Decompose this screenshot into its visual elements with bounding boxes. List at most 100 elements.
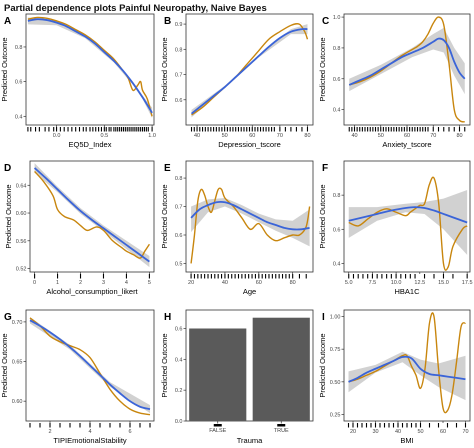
y-tick-label-f: 0.8 xyxy=(333,193,341,199)
x-axis-title-i: BMI xyxy=(400,436,413,445)
y-tick-label-e: 0.5 xyxy=(175,261,183,267)
x-tick-label-a: 0.5 xyxy=(101,133,109,139)
smooth-trend-line-e xyxy=(190,201,310,231)
panel-c: C 0.4 0.6 0.8 1.0 Predicted Outcome 40 50 60 70 80… xyxy=(318,13,471,149)
x-tick-label-i: 40 xyxy=(395,429,401,435)
panel-h: H 0.0 0.2 0.4 0.6 Predicted Outcome FALSE TRUE T… xyxy=(160,309,314,445)
x-tick-label-d: 4 xyxy=(125,280,128,286)
y-tick-label-a: 0.8 xyxy=(15,45,23,51)
partial-dependence-line-e xyxy=(190,187,311,264)
bar-true xyxy=(252,317,310,421)
y-tick-label-i: 0.50 xyxy=(330,380,341,386)
y-tick-label-i: 0.25 xyxy=(330,412,341,418)
x-tick-label-f: 7.5 xyxy=(369,280,377,286)
partial-dependence-line-d xyxy=(34,170,150,259)
x-tick-label-g: 4 xyxy=(88,429,91,435)
x-tick-label-i: 60 xyxy=(440,429,446,435)
x-tick-label-e: 60 xyxy=(256,280,262,286)
panel-letter-b: B xyxy=(164,16,171,27)
x-tick-label-d: 3 xyxy=(102,280,105,286)
figure-title: Partial dependence plots Painful Neuropa… xyxy=(4,3,267,14)
y-tick-label-b: 0.6 xyxy=(175,98,183,104)
x-axis-title-b: Depression_tscore xyxy=(218,140,281,149)
x-axis-title-h: Trauma xyxy=(237,436,263,445)
x-tick-label-f: 5.0 xyxy=(345,280,353,286)
y-tick-label-h: 0.4 xyxy=(175,357,183,363)
y-tick-label-g: 0.60 xyxy=(12,399,23,405)
panel-b: B 0.6 0.7 0.8 0.9 Predicted Outcome 40 50 60 70 80… xyxy=(160,13,314,149)
x-tick-label-b: 80 xyxy=(304,133,310,139)
x-tick-label-c: 70 xyxy=(430,133,436,139)
y-tick-label-d: 0.60 xyxy=(16,211,27,217)
x-tick-label-f: 17.5 xyxy=(462,280,473,286)
x-tick-label-e: 20 xyxy=(188,280,194,286)
x-axis-title-a: EQ5D_Index xyxy=(69,140,112,149)
y-axis-title-b: Predicted Outcome xyxy=(160,37,169,101)
x-tick-label-a: 0.0 xyxy=(53,133,61,139)
x-tick-label-h: FALSE xyxy=(209,428,226,434)
plot-area-c xyxy=(343,13,471,126)
x-tick-label-f: 10.0 xyxy=(391,280,402,286)
x-tick-label-c: 50 xyxy=(378,133,384,139)
y-axis-title-h: Predicted Outcome xyxy=(160,333,169,397)
x-tick-label-d: 1 xyxy=(56,280,59,286)
panel-letter-d: D xyxy=(4,163,11,174)
y-tick-label-d: 0.52 xyxy=(16,267,27,273)
smooth-trend-line-d xyxy=(33,167,150,263)
y-tick-label-i: 0.75 xyxy=(330,347,341,353)
panels-container: A 0.4 0.6 0.8 Predicted Outcome 0.0 0.5 1.0 EQ5D… xyxy=(0,13,473,445)
x-axis-title-g: TIPIEmotionalStability xyxy=(53,436,127,445)
x-tick-label-c: 60 xyxy=(404,133,410,139)
y-tick-label-a: 0.6 xyxy=(15,80,23,86)
x-tick-label-g: 2 xyxy=(48,429,51,435)
partial-dependence-line-b xyxy=(191,22,309,116)
y-tick-label-c: 0.4 xyxy=(333,108,341,114)
x-tick-label-e: 40 xyxy=(222,280,228,286)
panel-i: I 0.25 0.50 0.75 1.00 Predicted Outcome 20 30 40… xyxy=(318,309,471,445)
y-tick-label-b: 0.8 xyxy=(175,47,183,53)
y-axis-title-g: Predicted Outcome xyxy=(0,333,9,397)
confidence-band-e xyxy=(191,198,310,247)
x-tick-label-c: 80 xyxy=(456,133,462,139)
x-tick-label-i: 30 xyxy=(372,429,378,435)
y-tick-label-f: 0.4 xyxy=(333,261,341,267)
y-tick-label-e: 0.6 xyxy=(175,233,183,239)
x-tick-label-f: 15.0 xyxy=(438,280,449,286)
y-tick-label-h: 0.6 xyxy=(175,327,183,333)
y-tick-label-f: 0.6 xyxy=(333,227,341,233)
y-tick-label-g: 0.70 xyxy=(12,320,23,326)
y-tick-label-g: 0.65 xyxy=(12,360,23,366)
smooth-trend-line-i xyxy=(348,355,466,383)
x-tick-label-g: 6 xyxy=(128,429,131,435)
smooth-trend-line-a xyxy=(27,18,153,114)
panel-letter-i: I xyxy=(322,312,325,323)
y-tick-label-b: 0.7 xyxy=(175,73,183,79)
partial-dependence-line-f xyxy=(348,176,468,271)
smooth-trend-line-g xyxy=(29,319,151,410)
panel-g: G 0.60 0.65 0.70 Predicted Outcome 2 4 6TIPIEmo… xyxy=(0,309,155,445)
y-tick-label-a: 0.4 xyxy=(15,114,23,120)
x-axis-title-f: HBA1C xyxy=(394,287,420,296)
panel-a: A 0.4 0.6 0.8 Predicted Outcome 0.0 0.5 1.0 EQ5D… xyxy=(0,13,156,149)
smooth-trend-line-f xyxy=(348,206,468,224)
x-tick-label-f: 12.5 xyxy=(414,280,425,286)
confidence-band-f xyxy=(348,190,468,255)
panel-letter-f: F xyxy=(322,163,328,174)
partial-dependence-line-a xyxy=(27,16,153,117)
x-tick-label-b: 70 xyxy=(277,133,283,139)
y-axis-title-i: Predicted Outcome xyxy=(318,333,327,397)
x-axis-title-e: Age xyxy=(243,287,256,296)
x-tick-label-h: TRUE xyxy=(274,428,289,434)
partial-dependence-line-c xyxy=(349,16,465,123)
panel-e: E 0.5 0.6 0.7 0.8 Predicted Outcome 20 40 60 80 Ag… xyxy=(160,160,314,296)
y-tick-label-d: 0.64 xyxy=(16,183,27,189)
y-tick-label-c: 0.8 xyxy=(333,46,341,52)
bar-false xyxy=(189,328,247,421)
y-axis-title-a: Predicted Outcome xyxy=(0,37,9,101)
y-tick-label-e: 0.7 xyxy=(175,205,183,211)
confidence-band-c xyxy=(349,27,465,95)
y-tick-label-h: 0.2 xyxy=(175,388,183,394)
x-tick-label-a: 1.0 xyxy=(148,133,156,139)
